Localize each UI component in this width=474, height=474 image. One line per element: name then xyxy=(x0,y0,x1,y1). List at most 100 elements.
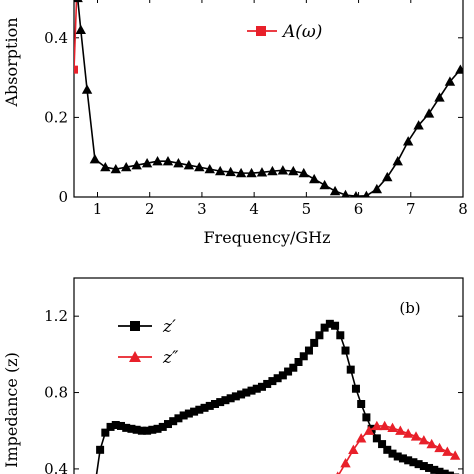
top-data-point xyxy=(141,157,153,168)
bottom-data-point xyxy=(393,452,402,461)
bottom-data-point xyxy=(355,433,367,443)
bottom-data-point xyxy=(371,420,383,431)
top-data-point xyxy=(382,171,393,182)
bottom-data-point xyxy=(190,407,199,416)
bottom-data-point xyxy=(278,371,287,380)
bottom-axis-ticks: 0.4 0.8 1.2 xyxy=(44,307,463,474)
top-data-point xyxy=(371,183,383,194)
bottom-data-point xyxy=(425,463,434,472)
top-data-point xyxy=(131,159,142,170)
bottom-data-point xyxy=(169,417,178,426)
top-data-point xyxy=(413,120,424,130)
top-plot-frame xyxy=(73,0,464,198)
bottom-y-tick-label: 1.2 xyxy=(44,307,68,325)
bottom-data-point xyxy=(336,471,340,474)
bottom-data-point xyxy=(221,396,230,405)
top-y-tick-label: 0.4 xyxy=(44,29,68,47)
bottom-data-point xyxy=(158,422,167,431)
top-data-point xyxy=(434,92,445,102)
bottom-data-point xyxy=(252,384,261,393)
legend-z-double-prime-label: z″ xyxy=(162,348,179,368)
absorption-chart: 1 2 3 4 5 6 7 8 0 0.2 0.4 Absorption Frequency/GHz… xyxy=(2,0,468,247)
bottom-data-point xyxy=(310,338,319,347)
top-legend-label: A(ω) xyxy=(281,22,322,42)
top-data-point xyxy=(121,161,132,172)
bottom-data-point xyxy=(449,450,461,460)
bottom-data-point xyxy=(101,428,110,437)
bottom-data-point xyxy=(402,428,414,438)
top-data-point xyxy=(402,136,414,146)
top-data-point xyxy=(308,173,320,184)
bottom-data-point xyxy=(195,405,204,414)
bottom-legend: z′ z″ xyxy=(118,317,179,368)
bottom-data-point xyxy=(242,388,251,397)
top-x-tick-label: 1 xyxy=(93,200,103,218)
bottom-data-point xyxy=(372,434,381,443)
bottom-data-point xyxy=(153,424,162,433)
top-series-layer xyxy=(74,0,463,197)
bottom-data-point xyxy=(143,426,152,435)
bottom-data-point xyxy=(336,331,345,340)
bottom-data-point xyxy=(226,394,235,403)
bottom-data-point xyxy=(357,400,366,408)
top-data-point xyxy=(288,165,299,176)
bottom-y-axis-title: Impedance (z) xyxy=(2,352,21,468)
bottom-data-point xyxy=(205,401,214,410)
top-x-tick-label: 3 xyxy=(197,200,207,218)
top-y-tick-label: 0 xyxy=(58,188,68,206)
bottom-data-point xyxy=(184,409,193,418)
top-series-line-0 xyxy=(74,0,78,70)
top-data-point xyxy=(267,165,278,176)
bottom-data-point xyxy=(430,465,439,474)
top-y-tick-label: 0.2 xyxy=(44,108,68,126)
bottom-data-point xyxy=(294,358,303,366)
bottom-y-tick-label: 0.8 xyxy=(44,384,68,402)
top-data-point xyxy=(256,167,268,177)
bottom-series-line-0 xyxy=(95,322,448,474)
top-data-point xyxy=(110,163,121,174)
bottom-data-point xyxy=(346,365,355,374)
legend-z-double-prime-marker xyxy=(129,351,141,362)
bottom-data-point xyxy=(174,414,183,423)
bottom-data-point xyxy=(351,384,360,393)
bottom-data-point xyxy=(304,346,313,355)
bottom-data-point xyxy=(132,425,141,434)
bottom-data-point xyxy=(127,424,136,433)
top-data-point xyxy=(329,185,341,196)
top-data-point xyxy=(444,76,456,86)
top-x-axis-title: Frequency/GHz xyxy=(203,228,330,247)
bottom-data-point xyxy=(331,321,340,330)
bottom-data-point xyxy=(263,379,272,388)
bottom-data-point xyxy=(340,457,351,468)
top-data-point xyxy=(100,161,111,172)
bottom-data-point xyxy=(200,403,209,412)
top-data-point xyxy=(392,155,403,166)
bottom-data-point xyxy=(111,421,120,429)
top-y-axis-title: Absorption xyxy=(2,17,21,107)
top-data-point xyxy=(173,157,184,168)
bottom-data-point xyxy=(379,420,390,431)
bottom-data-point xyxy=(348,444,359,454)
bottom-data-point xyxy=(445,471,454,474)
top-axis-ticks: 1 2 3 4 5 6 7 8 0 0.2 0.4 xyxy=(44,0,468,218)
bottom-plot-frame xyxy=(73,277,464,474)
bottom-data-point xyxy=(387,422,398,433)
bottom-data-point xyxy=(237,390,246,399)
top-data-point xyxy=(183,159,195,170)
bottom-data-point xyxy=(289,363,298,372)
top-data-point xyxy=(74,0,83,3)
bottom-data-point xyxy=(362,413,371,422)
top-data-point xyxy=(341,189,350,197)
bottom-data-point xyxy=(122,423,131,432)
top-data-point xyxy=(352,191,360,197)
bottom-data-point xyxy=(418,435,430,445)
bottom-data-point xyxy=(299,352,308,361)
bottom-data-point xyxy=(440,469,449,474)
bottom-data-point xyxy=(435,467,444,474)
top-x-tick-label: 8 xyxy=(458,200,468,218)
bottom-data-point xyxy=(320,323,329,332)
top-data-point xyxy=(215,165,226,176)
bottom-data-point xyxy=(137,426,146,435)
legend-z-prime-label: z′ xyxy=(162,317,176,337)
